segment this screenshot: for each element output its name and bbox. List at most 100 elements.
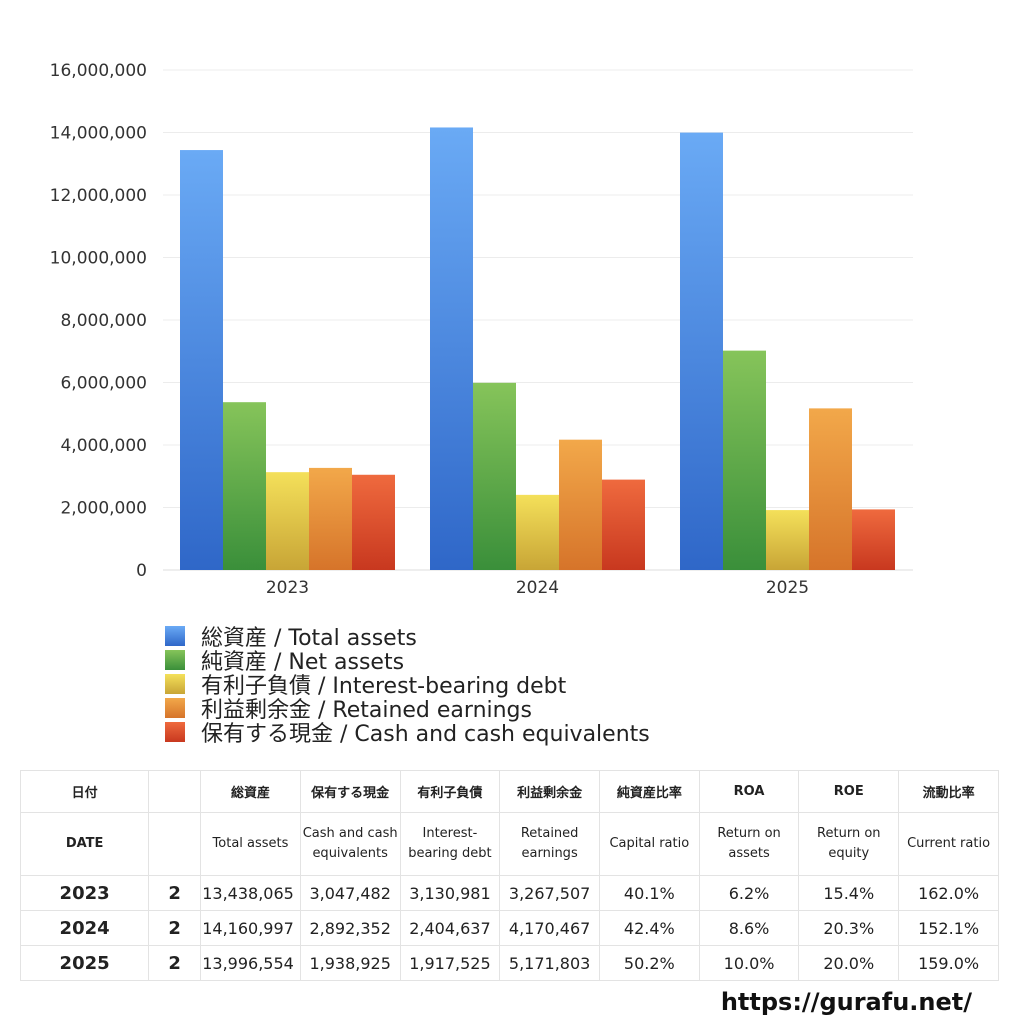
table-cell: 1,938,925 — [299, 945, 401, 981]
financial-table: 日付 総資産 保有する現金 有利子負債 利益剰余金 純資産比率 ROA ROE … — [19, 770, 999, 981]
legend-swatch-retained-earnings — [165, 698, 185, 718]
bar — [266, 472, 309, 570]
header-cell: Interest-bearing debt — [399, 812, 501, 876]
table-cell-year: 2023 — [19, 875, 150, 911]
table-header-jp: 日付 総資産 保有する現金 有利子負債 利益剰余金 純資産比率 ROA ROE … — [19, 770, 999, 813]
header-cell: Capital ratio — [598, 812, 700, 876]
bar — [852, 509, 895, 570]
bar — [809, 408, 852, 570]
bar-chart: 0 2,000,000 4,000,000 6,000,000 8,000,000 10,… — [50, 61, 913, 598]
y-tick-label: 12,000,000 — [50, 186, 147, 206]
header-cell: Cash and cash equivalents — [299, 812, 401, 876]
table-cell: 162.0% — [898, 875, 999, 911]
legend-swatch-cash — [165, 722, 185, 742]
header-cell: Retained earnings — [499, 812, 600, 876]
legend-label-retained-earnings: 利益剰余金 / Retained earnings — [201, 698, 532, 723]
table-cell: 3,130,981 — [399, 875, 501, 911]
y-tick-label: 6,000,000 — [60, 374, 147, 394]
table-header-en: DATE Total assets Cash and cash equivale… — [19, 812, 999, 876]
header-cell: 利益剰余金 — [499, 770, 600, 813]
bar — [309, 467, 352, 570]
table-cell: 14,160,997 — [200, 910, 301, 946]
table-cell: 20.3% — [798, 910, 900, 946]
x-tick-label: 2024 — [516, 578, 559, 598]
header-cell: 日付 — [19, 770, 150, 813]
bar — [473, 382, 516, 570]
legend-item-interest-bearing-debt: 有利子負債 / Interest-bearing debt — [165, 672, 650, 699]
table-cell: 5,171,803 — [499, 945, 600, 981]
y-tick-label: 0 — [136, 561, 147, 581]
header-cell: ROA — [698, 770, 800, 813]
chart-legend: 総資産 / Total assets 純資産 / Net assets 有利子負… — [165, 624, 650, 747]
table-cell-year: 2024 — [19, 910, 150, 946]
table-cell: 2 — [148, 875, 202, 911]
table-cell: 159.0% — [898, 945, 999, 981]
header-cell: 保有する現金 — [299, 770, 401, 813]
legend-item-retained-earnings: 利益剰余金 / Retained earnings — [165, 696, 650, 723]
bar — [559, 439, 602, 570]
x-tick-label: 2025 — [766, 578, 809, 598]
table-row: 2023 2 13,438,065 3,047,482 3,130,981 3,… — [19, 875, 999, 911]
table-cell: 8.6% — [698, 910, 800, 946]
x-axis-tick-labels: 2023 2024 2025 — [266, 578, 809, 598]
y-tick-label: 10,000,000 — [50, 249, 147, 269]
legend-label-cash: 保有する現金 / Cash and cash equivalents — [201, 722, 650, 747]
table-cell: 6.2% — [698, 875, 800, 911]
header-cell: 総資産 — [200, 770, 301, 813]
bar — [723, 350, 766, 570]
bars — [180, 127, 895, 571]
header-cell: Return on equity — [798, 812, 900, 876]
table-cell: 13,438,065 — [200, 875, 301, 911]
legend-swatch-interest-bearing-debt — [165, 674, 185, 694]
table-cell: 2,404,637 — [399, 910, 501, 946]
y-tick-label: 14,000,000 — [50, 124, 147, 144]
y-tick-label: 16,000,000 — [50, 61, 147, 81]
table-cell: 20.0% — [798, 945, 900, 981]
table-row: 2025 2 13,996,554 1,938,925 1,917,525 5,… — [19, 945, 999, 981]
legend-label-net-assets: 純資産 / Net assets — [201, 650, 405, 675]
bar — [352, 474, 395, 570]
header-cell: ROE — [798, 770, 900, 813]
table-row: 2024 2 14,160,997 2,892,352 2,404,637 4,… — [19, 910, 999, 946]
y-tick-label: 8,000,000 — [60, 311, 147, 331]
y-tick-label: 2,000,000 — [60, 499, 147, 519]
table-cell-year: 2025 — [19, 945, 150, 981]
table-cell: 10.0% — [698, 945, 800, 981]
header-cell: Return on assets — [698, 812, 800, 876]
x-tick-label: 2023 — [266, 578, 309, 598]
table-cell: 50.2% — [598, 945, 700, 981]
bar — [680, 132, 723, 571]
table-cell: 152.1% — [898, 910, 999, 946]
legend-label-interest-bearing-debt: 有利子負債 / Interest-bearing debt — [201, 674, 567, 699]
bar — [602, 479, 645, 570]
header-cell: DATE — [19, 812, 150, 876]
header-cell: 流動比率 — [898, 770, 999, 813]
header-cell: 有利子負債 — [399, 770, 501, 813]
header-cell — [148, 812, 202, 876]
legend-swatch-total-assets — [165, 626, 185, 646]
bar — [180, 150, 223, 570]
header-cell: 純資産比率 — [598, 770, 700, 813]
y-tick-label: 4,000,000 — [60, 436, 147, 456]
legend-item-net-assets: 純資産 / Net assets — [165, 648, 650, 675]
bar — [766, 510, 809, 570]
legend-item-total-assets: 総資産 / Total assets — [165, 624, 650, 651]
header-cell — [148, 770, 202, 813]
table-cell: 3,267,507 — [499, 875, 600, 911]
legend-swatch-net-assets — [165, 650, 185, 670]
table-cell: 3,047,482 — [299, 875, 401, 911]
table-cell: 2 — [148, 910, 202, 946]
legend-label-total-assets: 総資産 / Total assets — [201, 626, 417, 651]
bar — [223, 402, 266, 570]
table-cell: 1,917,525 — [399, 945, 501, 981]
table-cell: 2 — [148, 945, 202, 981]
site-url: https://gurafu.net/ — [720, 988, 972, 1016]
table-cell: 40.1% — [598, 875, 700, 911]
bar — [430, 127, 473, 570]
table-cell: 13,996,554 — [200, 945, 301, 981]
table-cell: 15.4% — [798, 875, 900, 911]
table-cell: 2,892,352 — [299, 910, 401, 946]
y-axis-tick-labels: 0 2,000,000 4,000,000 6,000,000 8,000,000 10,… — [50, 61, 147, 581]
header-cell: Current ratio — [898, 812, 999, 876]
bar — [516, 494, 559, 570]
